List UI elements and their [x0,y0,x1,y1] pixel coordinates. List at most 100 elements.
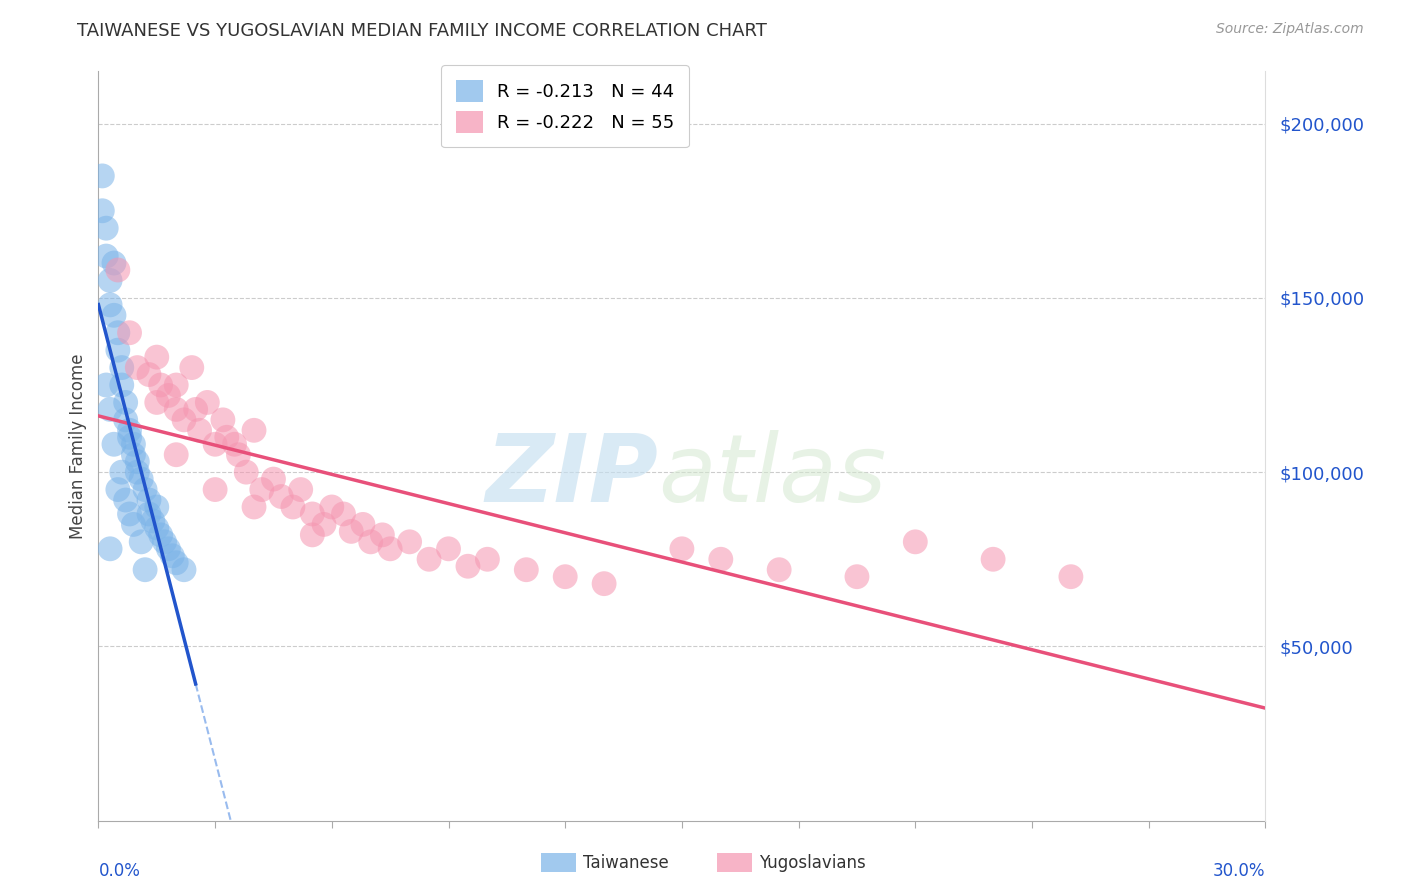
Point [846,570,869,584]
Point [103,308,125,322]
Point [96,249,118,263]
Point [281,500,304,514]
Point [262,472,284,486]
Point [138,368,160,382]
Point [138,493,160,508]
Text: 30.0%: 30.0% [1213,862,1265,880]
Point [98,402,121,417]
Point [477,552,499,566]
Text: 0.0%: 0.0% [98,862,141,880]
Point [352,517,374,532]
Point [340,524,363,539]
Point [360,534,382,549]
Y-axis label: Median Family Income: Median Family Income [69,353,87,539]
Point [554,570,576,584]
Point [173,413,195,427]
Point [127,465,149,479]
Point [107,263,129,277]
Point [122,437,145,451]
Point [380,541,402,556]
Point [118,430,141,444]
Point [332,507,354,521]
Point [173,563,195,577]
Point [515,563,537,577]
Point [204,483,226,497]
Point [371,528,394,542]
Point [270,490,292,504]
Point [114,413,136,427]
Point [98,273,121,287]
Point [710,552,733,566]
Point [301,528,323,542]
Text: Yugoslavians: Yugoslavians [759,855,866,872]
Point [321,500,343,514]
Point [122,448,145,462]
Point [204,437,226,451]
Point [118,507,141,521]
Point [457,559,479,574]
Point [111,465,134,479]
Point [312,517,335,532]
Point [235,465,257,479]
Point [122,517,145,532]
Text: TAIWANESE VS YUGOSLAVIAN MEDIAN FAMILY INCOME CORRELATION CHART: TAIWANESE VS YUGOSLAVIAN MEDIAN FAMILY I… [77,22,768,40]
Point [165,448,187,462]
Point [981,552,1004,566]
Point [904,534,927,549]
Point [107,343,129,358]
Point [188,423,211,437]
Point [301,507,323,521]
Point [107,326,129,340]
Point [768,563,790,577]
Point [149,378,172,392]
Point [118,423,141,437]
Legend: R = -0.213   N = 44, R = -0.222   N = 55: R = -0.213 N = 44, R = -0.222 N = 55 [441,65,689,147]
Point [215,430,238,444]
Point [118,326,141,340]
Point [593,576,616,591]
Point [162,549,184,563]
Point [212,413,235,427]
Point [671,541,693,556]
Point [134,563,156,577]
Text: ZIP: ZIP [485,430,658,522]
Point [138,507,160,521]
Point [91,169,114,183]
Point [224,437,246,451]
Point [437,541,460,556]
Point [127,360,149,375]
Point [146,521,169,535]
Point [134,483,156,497]
Point [127,455,149,469]
Point [149,528,172,542]
Point [111,360,134,375]
Point [146,350,169,364]
Point [103,256,125,270]
Point [142,514,165,528]
Point [184,402,207,417]
Point [153,534,176,549]
Point [165,378,187,392]
Point [129,472,152,486]
Text: atlas: atlas [658,431,887,522]
Point [1060,570,1083,584]
Point [157,388,180,402]
Point [228,448,250,462]
Point [195,395,218,409]
Point [114,395,136,409]
Point [111,378,134,392]
Point [107,483,129,497]
Point [290,483,312,497]
Point [157,541,180,556]
Text: Source: ZipAtlas.com: Source: ZipAtlas.com [1216,22,1364,37]
Point [398,534,420,549]
Point [98,298,121,312]
Point [146,500,169,514]
Point [103,437,125,451]
Point [91,203,114,218]
Point [418,552,440,566]
Point [165,402,187,417]
Point [114,493,136,508]
Point [146,395,169,409]
Point [165,556,187,570]
